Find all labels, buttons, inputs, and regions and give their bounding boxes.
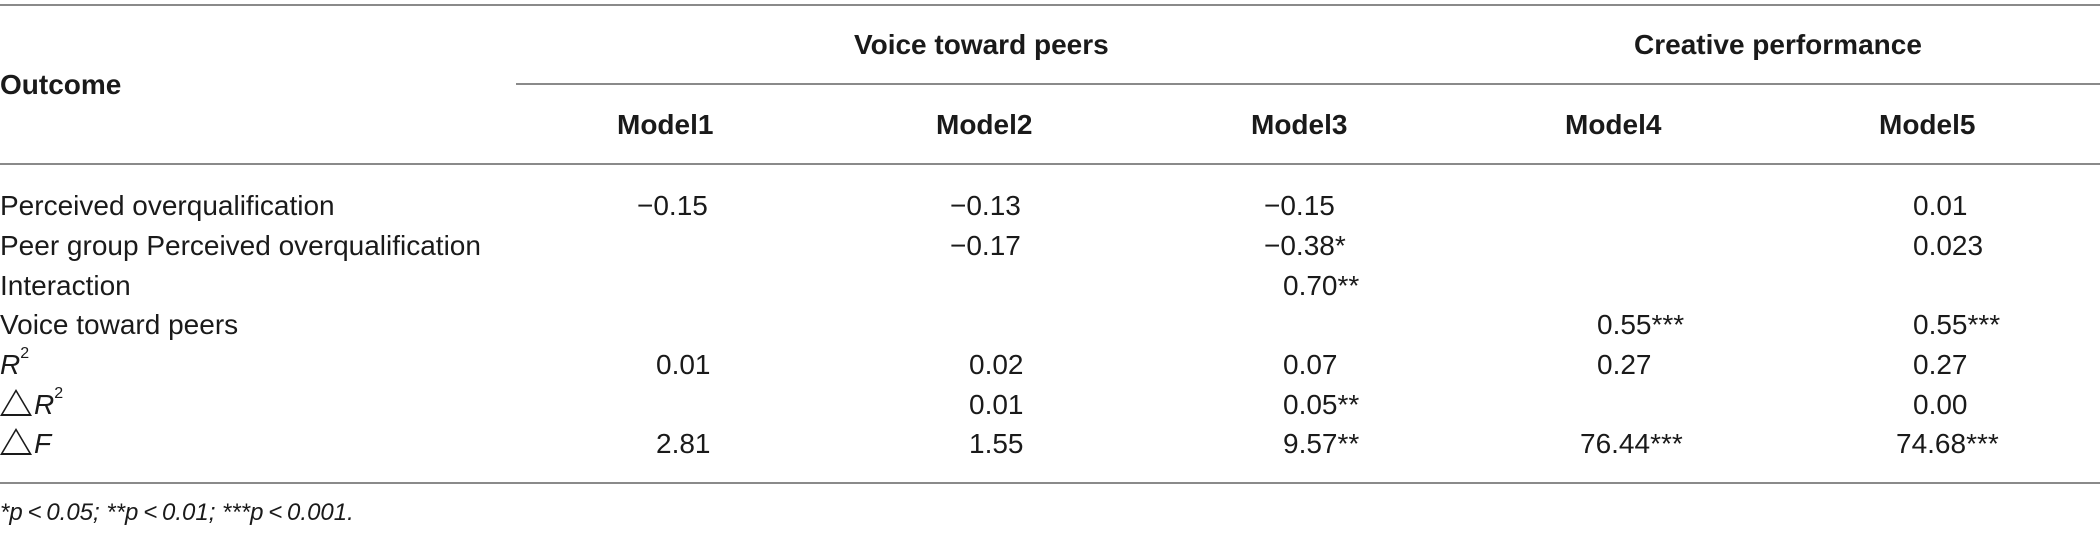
table-cell: −0.38* (1264, 230, 1346, 261)
table-cell: 0.023 (1913, 230, 1984, 261)
row-label-delta-f: F (0, 427, 51, 461)
r-symbol: R (34, 389, 55, 420)
model-header-2: Model2 (936, 109, 1033, 140)
table-cell: 74.68*** (1896, 428, 1999, 459)
model-header-5: Model5 (1879, 109, 1976, 140)
table-cell: 0.70** (1283, 270, 1360, 301)
row-label-delta-r2: R2 (0, 385, 64, 422)
model-header-3: Model3 (1251, 109, 1348, 140)
top-rule (0, 4, 2100, 6)
table-cell: −0.13 (950, 190, 1021, 221)
table-cell: 0.01 (969, 389, 1024, 420)
table-cell: −0.15 (1264, 190, 1335, 221)
table-cell: 9.57** (1283, 428, 1360, 459)
delta-triangle-icon (0, 428, 32, 455)
table-cell: 0.55*** (1597, 309, 1685, 340)
table-cell: 76.44*** (1580, 428, 1683, 459)
group-header-creative: Creative performance (1634, 29, 1922, 60)
table-cell: 0.00 (1913, 389, 1968, 420)
table-cell: 0.01 (656, 349, 711, 380)
row-label: Voice toward peers (0, 309, 239, 340)
table-cell: 0.07 (1283, 349, 1338, 380)
r-symbol: R (0, 349, 21, 380)
table-footnote: *p < 0.05; **p < 0.01; ***p < 0.001. (0, 499, 354, 526)
group-header-voice: Voice toward peers (854, 29, 1109, 60)
superscript-2: 2 (54, 385, 64, 402)
delta-triangle-icon (0, 389, 32, 416)
table-cell: 0.27 (1913, 349, 1968, 380)
table-cell: −0.15 (637, 190, 708, 221)
superscript-2: 2 (20, 345, 30, 362)
table-cell: 0.01 (1913, 190, 1968, 221)
row-label: Peer group Perceived overqualification (0, 230, 481, 261)
table-bottom-rule (0, 482, 2100, 484)
table-cell: 2.81 (656, 428, 711, 459)
header-bottom-rule (0, 163, 2100, 165)
table-cell: 0.05** (1283, 389, 1360, 420)
table-cell: 0.55*** (1913, 309, 2001, 340)
row-label: Interaction (0, 270, 131, 301)
table-cell: 0.02 (969, 349, 1024, 380)
model-header-1: Model1 (617, 109, 714, 140)
model-header-4: Model4 (1565, 109, 1662, 140)
row-label-r2: R2 (0, 345, 30, 382)
table-cell: −0.17 (950, 230, 1021, 261)
table-cell: 0.27 (1597, 349, 1652, 380)
stub-header: Outcome (0, 69, 122, 100)
row-label: Perceived overqualification (0, 190, 335, 221)
table-cell: 1.55 (969, 428, 1024, 459)
f-symbol: F (34, 428, 52, 459)
group-header-rule (516, 83, 2100, 85)
